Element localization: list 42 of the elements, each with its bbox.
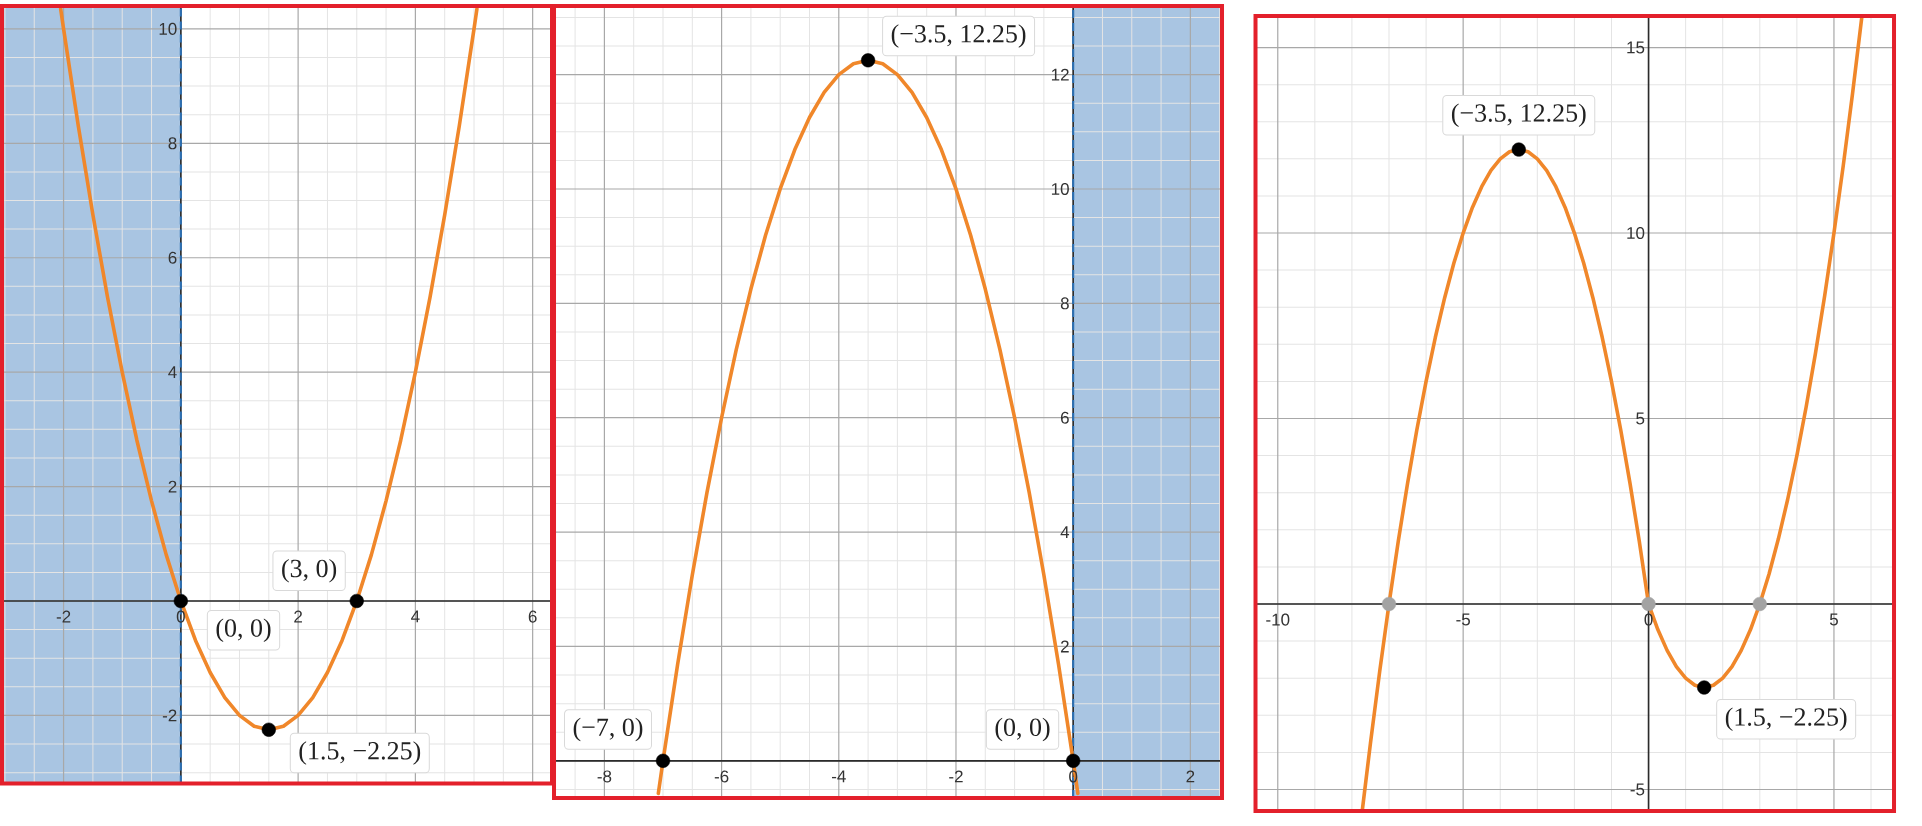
x-tick-label: -10 <box>1266 613 1290 626</box>
x-tick-label: 4 <box>411 610 420 623</box>
annotation: (−3.5, 12.25) <box>891 24 1026 48</box>
x-tick-label: -2 <box>949 770 963 783</box>
y-tick-label: 6 <box>1060 411 1069 424</box>
annotation: (−3.5, 12.25) <box>1451 103 1586 128</box>
annotation: (−7, 0) <box>573 717 643 742</box>
y-tick-label: 10 <box>1627 226 1645 240</box>
x-tick-label: 6 <box>528 610 537 623</box>
y-tick-label: -2 <box>162 709 177 722</box>
x-tick-label: -4 <box>831 770 846 783</box>
x-tick-label: 5 <box>1829 613 1838 626</box>
point <box>1511 142 1526 157</box>
annotation: (3, 0) <box>282 558 337 583</box>
x-tick-label: -5 <box>1456 613 1470 626</box>
y-tick-label: 6 <box>168 251 177 264</box>
point <box>1697 680 1712 695</box>
y-tick-label: 2 <box>1060 640 1069 653</box>
point <box>1641 596 1656 612</box>
x-tick-label: -6 <box>714 770 729 783</box>
y-tick-label: 12 <box>1051 68 1069 81</box>
y-tick-label: 4 <box>168 366 177 378</box>
x-tick-label: 2 <box>1186 770 1195 783</box>
point <box>1752 596 1767 612</box>
y-tick-label: -5 <box>1630 783 1645 796</box>
point <box>1381 596 1397 612</box>
annotation: (0, 0) <box>216 618 271 643</box>
annotation: (0, 0) <box>995 717 1050 742</box>
y-tick-label: 8 <box>1060 297 1069 310</box>
y-tick-label: 2 <box>168 480 177 493</box>
y-tick-label: 15 <box>1627 41 1645 54</box>
x-tick-label: -8 <box>597 770 612 783</box>
y-tick-label: 10 <box>159 22 177 35</box>
y-tick-label: 10 <box>1051 182 1069 196</box>
y-tick-label: 4 <box>1060 526 1070 538</box>
x-tick-label: 0 <box>1069 770 1078 783</box>
annotation: (1.5, −2.25) <box>1725 707 1847 732</box>
y-tick-label: 5 <box>1636 412 1645 425</box>
x-tick-label: 2 <box>294 610 302 623</box>
x-tick-label: -2 <box>56 610 71 623</box>
annotation: (1.5, −2.25) <box>299 741 421 765</box>
y-tick-label: 8 <box>168 137 177 150</box>
